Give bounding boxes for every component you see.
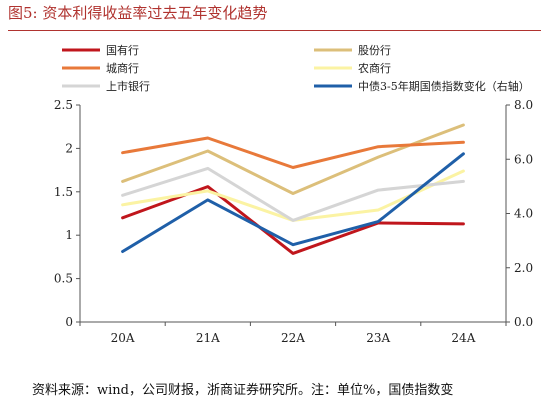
title-divider	[8, 30, 541, 31]
y-tick-label-left: 2	[65, 141, 73, 155]
y-tick-label-left: 1.5	[54, 185, 73, 199]
x-tick-label: 21A	[196, 331, 220, 345]
series-line	[121, 136, 465, 169]
series-line	[121, 123, 465, 195]
y-tick-label-left: 2.5	[54, 98, 73, 112]
legend-label: 中债3-5年期国债指数变化（右轴）	[358, 79, 530, 93]
x-tick-label: 24A	[451, 331, 475, 345]
y-tick-label-left: 0.5	[54, 272, 73, 286]
series-line	[121, 166, 465, 222]
legend-label: 上市银行	[106, 79, 150, 93]
series-line	[121, 152, 465, 253]
figure-title: 图5: 资本利得收益率过去五年变化趋势	[8, 4, 268, 22]
x-tick-label: 22A	[281, 331, 305, 345]
y-tick-label-left: 1	[65, 228, 73, 242]
y-tick-label-right: 2.0	[514, 261, 533, 275]
y-tick-label-left: 0	[65, 315, 73, 329]
y-tick-label-right: 0.0	[514, 315, 533, 329]
x-tick-label: 20A	[111, 331, 135, 345]
y-tick-label-right: 4.0	[514, 207, 533, 221]
source-note: 资料来源：wind，公司财报，浙商证券研究所。注：单位%，国债指数变	[32, 383, 454, 398]
legend-label: 城商行	[106, 61, 139, 75]
y-tick-label-right: 6.0	[514, 152, 533, 166]
y-tick-label-right: 8.0	[514, 98, 533, 112]
axes: 0 0.5 1 1.5 2 2.5 0.0 2.0 4.0 6.0 8.0 20A 21A 22A 23A 2…	[54, 98, 533, 345]
legend-label: 国有行	[106, 43, 139, 57]
legend-label: 农商行	[358, 61, 391, 75]
legend-label: 股份行	[358, 44, 391, 57]
series-lines	[121, 123, 465, 255]
x-tick-label: 23A	[366, 331, 390, 345]
